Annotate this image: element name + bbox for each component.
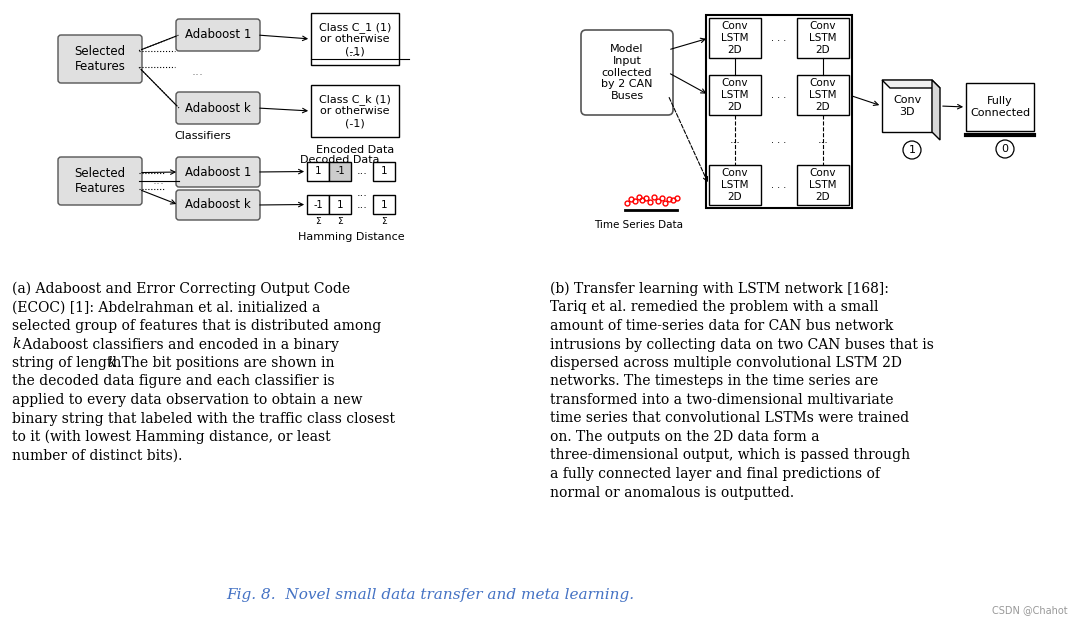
Text: to it (with lowest Hamming distance, or least: to it (with lowest Hamming distance, or …	[12, 430, 331, 445]
Text: Class C_1 (1)
or otherwise
(-1): Class C_1 (1) or otherwise (-1)	[319, 22, 391, 56]
Text: k: k	[107, 356, 116, 370]
Text: Adaboost 1: Adaboost 1	[185, 166, 251, 178]
FancyBboxPatch shape	[580, 30, 673, 115]
FancyBboxPatch shape	[176, 190, 261, 220]
Text: time series that convolutional LSTMs were trained: time series that convolutional LSTMs wer…	[550, 412, 909, 425]
FancyBboxPatch shape	[176, 92, 261, 124]
FancyBboxPatch shape	[176, 19, 261, 51]
Bar	[797, 75, 849, 115]
Text: ...: ...	[357, 188, 368, 197]
Text: ...: ...	[357, 199, 368, 209]
Text: . . .: . . .	[772, 135, 787, 145]
Text: applied to every data observation to obtain a new: applied to every data observation to obt…	[12, 393, 362, 407]
Text: CSDN @Chahot: CSDN @Chahot	[992, 605, 1068, 615]
Bar	[709, 165, 761, 205]
Text: ...: ...	[192, 65, 204, 78]
Bar	[797, 18, 849, 58]
Bar	[311, 13, 399, 65]
Text: 1: 1	[336, 199, 344, 209]
Text: k: k	[12, 337, 21, 351]
Text: ...: ...	[154, 175, 165, 188]
Text: (a) Adaboost and Error Correcting Output Code: (a) Adaboost and Error Correcting Output…	[12, 282, 350, 296]
Text: ...: ...	[312, 188, 323, 197]
Polygon shape	[882, 80, 940, 88]
Text: ...: ...	[378, 188, 389, 197]
Text: Model
Input
collected
by 2 CAN
Buses: Model Input collected by 2 CAN Buses	[601, 44, 653, 101]
Bar	[709, 75, 761, 115]
Bar	[882, 80, 932, 132]
Text: selected group of features that is distributed among: selected group of features that is distr…	[12, 319, 382, 333]
Text: three-dimensional output, which is passed through: three-dimensional output, which is passe…	[550, 448, 910, 463]
Text: Adaboost k: Adaboost k	[185, 101, 251, 114]
Text: . . .: . . .	[772, 180, 787, 190]
Text: Conv
LSTM
2D: Conv LSTM 2D	[810, 168, 837, 202]
Text: amount of time-series data for CAN bus network: amount of time-series data for CAN bus n…	[550, 319, 893, 333]
Text: (b) Transfer learning with LSTM network [168]:: (b) Transfer learning with LSTM network …	[550, 282, 889, 296]
Text: normal or anomalous is outputted.: normal or anomalous is outputted.	[550, 486, 795, 499]
Text: 0: 0	[1001, 144, 1009, 154]
Text: Fig. 8.  Novel small data transfer and meta learning.: Fig. 8. Novel small data transfer and me…	[226, 588, 635, 602]
Bar	[307, 195, 329, 214]
Text: a fully connected layer and final predictions of: a fully connected layer and final predic…	[550, 467, 880, 481]
Text: Conv
LSTM
2D: Conv LSTM 2D	[721, 168, 749, 202]
FancyBboxPatch shape	[58, 157, 142, 205]
Text: ...: ...	[349, 47, 361, 60]
Text: . The bit positions are shown in: . The bit positions are shown in	[114, 356, 335, 370]
Bar	[797, 165, 849, 205]
Text: Class C_k (1)
or otherwise
(-1): Class C_k (1) or otherwise (-1)	[319, 94, 391, 128]
Text: Σ: Σ	[316, 217, 321, 227]
Text: 1: 1	[381, 199, 387, 209]
Text: ...: ...	[817, 135, 828, 145]
Text: Selected
Features: Selected Features	[75, 45, 125, 73]
Text: 1: 1	[315, 166, 321, 176]
Text: 1: 1	[908, 145, 916, 155]
Text: Tariq et al. remedied the problem with a small: Tariq et al. remedied the problem with a…	[550, 301, 879, 314]
Text: 1: 1	[381, 166, 387, 176]
Text: ...: ...	[730, 135, 740, 145]
Text: ...: ...	[334, 188, 346, 197]
Text: Adaboost classifiers and encoded in a binary: Adaboost classifiers and encoded in a bi…	[18, 337, 338, 351]
Bar	[307, 162, 329, 181]
Text: (ECOC) [1]: Abdelrahman et al. initialized a: (ECOC) [1]: Abdelrahman et al. initializ…	[12, 301, 320, 314]
Text: on. The outputs on the 2D data form a: on. The outputs on the 2D data form a	[550, 430, 819, 444]
Text: transformed into a two-dimensional multivariate: transformed into a two-dimensional multi…	[550, 393, 894, 407]
Bar	[373, 195, 395, 214]
Text: string of length: string of length	[12, 356, 125, 370]
Text: Conv
LSTM
2D: Conv LSTM 2D	[721, 78, 749, 112]
Text: intrusions by collecting data on two CAN buses that is: intrusions by collecting data on two CAN…	[550, 337, 934, 351]
Text: Adaboost 1: Adaboost 1	[185, 29, 251, 42]
Bar	[329, 195, 351, 214]
Bar	[311, 85, 399, 137]
Text: networks. The timesteps in the time series are: networks. The timesteps in the time seri…	[550, 374, 878, 389]
Text: Fully
Connected: Fully Connected	[970, 96, 1030, 118]
Text: Hamming Distance: Hamming Distance	[297, 232, 404, 242]
Bar	[709, 18, 761, 58]
Bar	[373, 162, 395, 181]
Bar	[706, 15, 852, 208]
Polygon shape	[932, 80, 940, 140]
Text: Conv
LSTM
2D: Conv LSTM 2D	[810, 21, 837, 55]
Text: dispersed across multiple convolutional LSTM 2D: dispersed across multiple convolutional …	[550, 356, 902, 370]
Text: Classifiers: Classifiers	[175, 131, 231, 141]
Text: Time Series Data: Time Series Data	[593, 220, 683, 230]
Text: the decoded data figure and each classifier is: the decoded data figure and each classif…	[12, 374, 335, 389]
FancyBboxPatch shape	[176, 157, 261, 187]
Text: Σ: Σ	[382, 217, 387, 227]
Text: binary string that labeled with the traffic class closest: binary string that labeled with the traf…	[12, 412, 395, 425]
Text: ...: ...	[357, 166, 368, 176]
Text: Decoded Data: Decoded Data	[301, 155, 379, 165]
Bar	[966, 83, 1035, 131]
Text: Selected
Features: Selected Features	[75, 167, 125, 195]
Text: Encoded Data: Encoded Data	[316, 145, 395, 155]
Text: . . .: . . .	[772, 33, 787, 43]
Text: Conv
LSTM
2D: Conv LSTM 2D	[721, 21, 749, 55]
Text: Conv
LSTM
2D: Conv LSTM 2D	[810, 78, 837, 112]
Text: . . .: . . .	[772, 90, 787, 100]
Bar	[329, 162, 351, 181]
Text: Conv
3D: Conv 3D	[893, 95, 921, 117]
Text: Adaboost k: Adaboost k	[185, 199, 251, 212]
Text: Σ: Σ	[337, 217, 343, 227]
Text: -1: -1	[335, 166, 345, 176]
Text: -1: -1	[313, 199, 323, 209]
FancyBboxPatch shape	[58, 35, 142, 83]
